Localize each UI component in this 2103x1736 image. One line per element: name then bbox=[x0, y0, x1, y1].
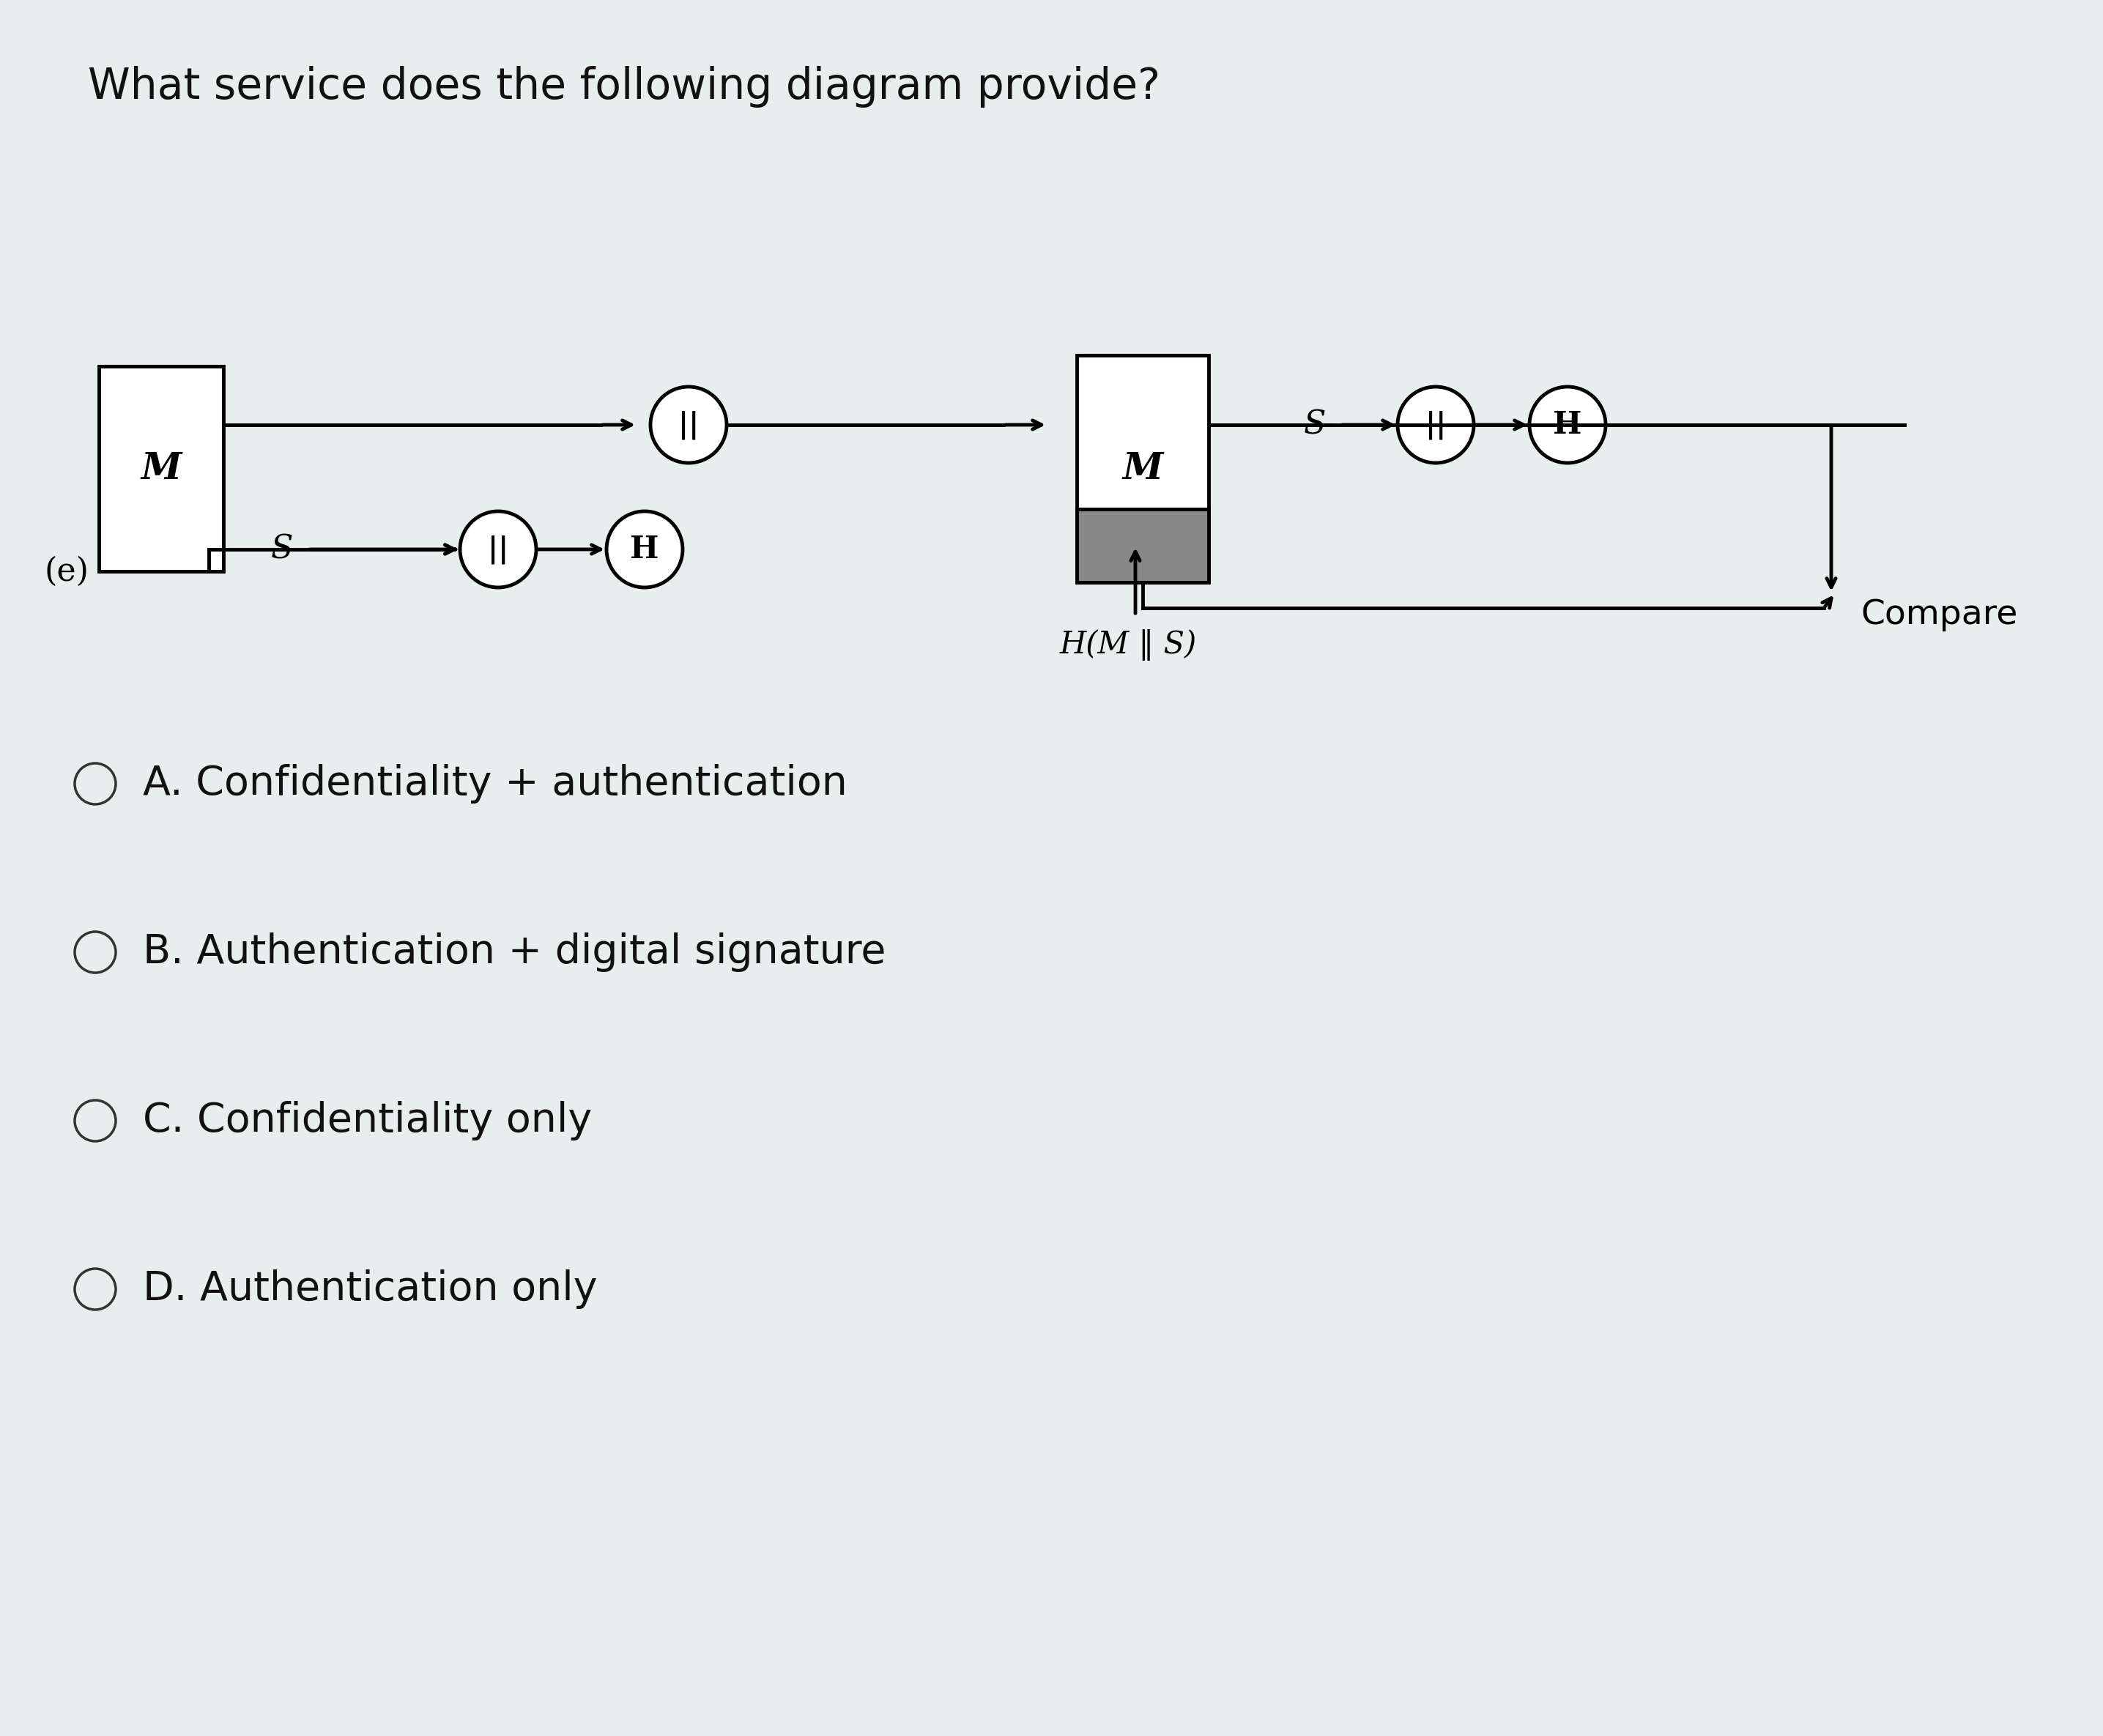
Text: S: S bbox=[271, 533, 292, 566]
Text: (e): (e) bbox=[44, 556, 88, 587]
Circle shape bbox=[650, 387, 728, 464]
Circle shape bbox=[606, 512, 683, 587]
Bar bbox=[1077, 356, 1209, 582]
Text: ||: || bbox=[1426, 410, 1447, 439]
Circle shape bbox=[461, 512, 536, 587]
Text: D. Authentication only: D. Authentication only bbox=[143, 1269, 597, 1309]
Text: ||: || bbox=[677, 410, 698, 439]
Text: ||: || bbox=[488, 535, 509, 564]
Text: M: M bbox=[141, 451, 181, 486]
Circle shape bbox=[1398, 387, 1474, 464]
Text: M: M bbox=[1123, 451, 1163, 486]
Bar bbox=[1077, 509, 1209, 582]
Text: Compare: Compare bbox=[1861, 599, 2017, 632]
Text: C. Confidentiality only: C. Confidentiality only bbox=[143, 1101, 593, 1141]
Text: H: H bbox=[1554, 410, 1581, 441]
Text: S: S bbox=[1304, 410, 1325, 441]
Text: H: H bbox=[631, 535, 658, 564]
Text: B. Authentication + digital signature: B. Authentication + digital signature bbox=[143, 932, 885, 972]
Text: H(M ‖ S): H(M ‖ S) bbox=[1060, 628, 1197, 660]
Text: A. Confidentiality + authentication: A. Confidentiality + authentication bbox=[143, 764, 848, 804]
Circle shape bbox=[1529, 387, 1605, 464]
Text: What service does the following diagram provide?: What service does the following diagram … bbox=[88, 66, 1161, 108]
Bar bbox=[99, 366, 223, 571]
